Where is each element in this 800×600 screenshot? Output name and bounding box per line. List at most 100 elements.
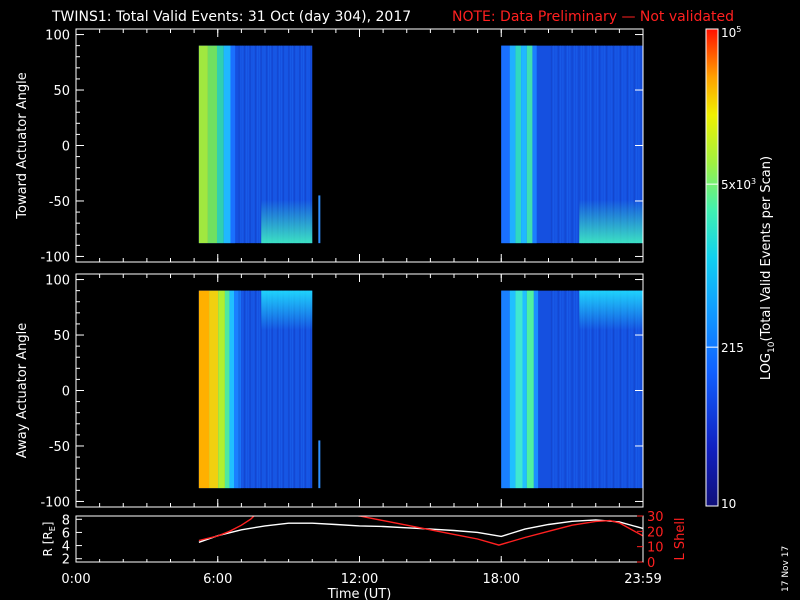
texture-stripe xyxy=(629,45,631,244)
texture-stripe xyxy=(578,290,580,489)
chart-title: TWINS1: Total Valid Events: 31 Oct (day … xyxy=(51,9,411,25)
y-tick-label: 50 xyxy=(53,329,70,344)
texture-stripe xyxy=(594,290,596,489)
colorbar-tick-exp: 5 xyxy=(736,25,741,34)
data-block-2 xyxy=(501,290,643,489)
texture-stripe xyxy=(596,290,598,489)
r-label-main: R [R xyxy=(41,531,55,556)
texture-stripe xyxy=(303,290,305,489)
texture-stripe xyxy=(301,45,303,244)
l-shell-tick-label: 10 xyxy=(647,541,664,556)
texture-stripe xyxy=(275,290,277,489)
texture-stripe xyxy=(601,45,603,244)
texture-stripe xyxy=(557,290,559,489)
texture-stripe xyxy=(569,290,571,489)
colorbar-tick-exp: 3 xyxy=(751,177,756,186)
r-axis-label: R [RE] xyxy=(41,522,57,557)
texture-stripe xyxy=(624,290,626,489)
colorbar-label: LOG10(Total Valid Events per Scan) xyxy=(759,156,777,380)
texture-stripe xyxy=(617,290,619,489)
texture-stripe xyxy=(279,45,281,244)
texture-stripe xyxy=(286,45,288,244)
texture-stripe xyxy=(578,45,580,244)
texture-stripe xyxy=(264,45,266,244)
time-tick-label: 23:59 xyxy=(624,572,661,587)
r-tick-label: 6 xyxy=(62,526,70,541)
intensity-band-6 xyxy=(532,45,537,244)
intensity-band-3 xyxy=(218,290,225,489)
texture-stripe xyxy=(566,45,568,244)
time-axis-label: Time (UT) xyxy=(327,587,392,600)
texture-stripe xyxy=(255,45,257,244)
texture-stripe xyxy=(636,290,638,489)
texture-stripe xyxy=(291,290,293,489)
texture-stripe xyxy=(266,45,268,244)
texture-stripe xyxy=(640,45,642,244)
texture-stripe xyxy=(242,290,244,489)
texture-stripe xyxy=(562,45,564,244)
intensity-band-2 xyxy=(207,45,217,244)
texture-stripe xyxy=(249,45,251,244)
texture-stripe xyxy=(299,290,301,489)
texture-stripe xyxy=(640,290,642,489)
r-label-sub: E xyxy=(48,526,57,531)
texture-stripe xyxy=(636,45,638,244)
texture-stripe xyxy=(244,290,246,489)
texture-stripe xyxy=(306,45,308,244)
r-tick-label: 4 xyxy=(62,540,70,555)
intensity-band-4 xyxy=(522,290,527,489)
texture-stripe xyxy=(238,290,240,489)
texture-stripe xyxy=(555,290,557,489)
texture-stripe xyxy=(624,45,626,244)
texture-stripe xyxy=(268,290,270,489)
texture-stripe xyxy=(255,290,257,489)
texture-stripe xyxy=(557,45,559,244)
texture-stripe xyxy=(576,290,578,489)
y-tick-label: -50 xyxy=(49,195,70,210)
texture-stripe xyxy=(560,290,562,489)
texture-stripe xyxy=(240,45,242,244)
texture-stripe xyxy=(266,290,268,489)
time-tick-label: 6:00 xyxy=(203,572,232,587)
colorbar-tick-base: 10 xyxy=(721,26,736,40)
texture-stripe xyxy=(253,45,255,244)
colorbar-tick-base: 215 xyxy=(721,341,744,355)
l-shell-line xyxy=(198,516,643,546)
texture-stripe xyxy=(631,45,633,244)
away-angle-panel: 100 50 0 -50 -100 Away Actuator Angle xyxy=(15,273,644,510)
texture-stripe xyxy=(293,290,295,489)
texture-stripe xyxy=(583,290,585,489)
texture-stripe xyxy=(269,45,271,244)
texture-stripe xyxy=(288,290,290,489)
texture-stripe xyxy=(599,290,601,489)
texture-stripe xyxy=(590,45,592,244)
texture-stripe xyxy=(580,290,582,489)
texture-stripe xyxy=(306,290,308,489)
texture-stripe xyxy=(613,45,615,244)
texture-stripe xyxy=(603,290,605,489)
colorbar-tick-base: 5x10 xyxy=(721,178,751,192)
l-shell-tick-label: 30 xyxy=(647,510,664,525)
texture-stripe xyxy=(560,45,562,244)
texture-stripe xyxy=(268,45,270,244)
texture-stripe xyxy=(638,45,640,244)
texture-stripe xyxy=(273,45,275,244)
texture-stripe xyxy=(592,290,594,489)
texture-stripe xyxy=(247,45,249,244)
texture-stripe xyxy=(262,45,264,244)
texture-stripe xyxy=(617,45,619,244)
texture-stripe xyxy=(633,290,635,489)
preliminary-note: NOTE: Data Preliminary — Not validated xyxy=(452,9,734,25)
texture-stripe xyxy=(301,290,303,489)
texture-stripe xyxy=(629,290,631,489)
date-stamp: 17 Nov 17 xyxy=(781,546,791,592)
texture-stripe xyxy=(576,45,578,244)
intensity-band-3 xyxy=(515,290,523,489)
texture-stripe xyxy=(303,45,305,244)
y-axis-label: Toward Actuator Angle xyxy=(15,72,30,219)
r-tick-label: 2 xyxy=(62,553,70,568)
high-angle-enhancement xyxy=(261,290,313,331)
texture-stripe xyxy=(573,45,575,244)
texture-stripe xyxy=(622,290,624,489)
texture-stripe xyxy=(603,45,605,244)
